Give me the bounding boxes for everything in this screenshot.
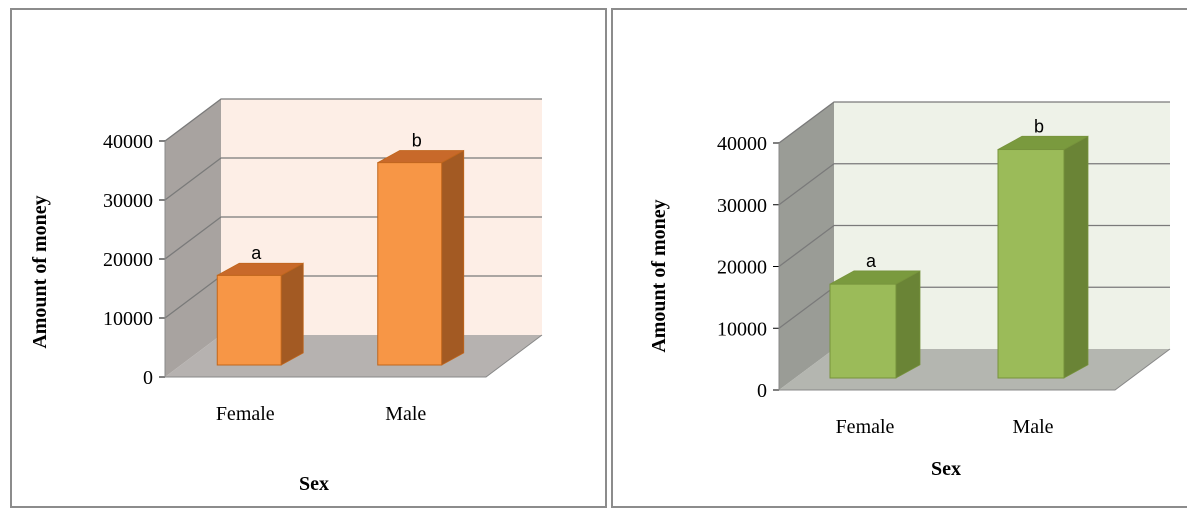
y-tick-label: 20000	[717, 257, 767, 279]
data-label: a	[251, 243, 262, 263]
data-label: b	[412, 131, 422, 151]
y-tick-label: 10000	[717, 318, 767, 340]
floor-edge	[165, 334, 543, 378]
data-label: b	[1034, 116, 1044, 136]
data-label: a	[866, 251, 877, 271]
y-tick-label: 40000	[103, 131, 153, 153]
floor-edge	[779, 348, 1171, 391]
y-tick-label: 0	[143, 367, 153, 389]
x-category-label: Male	[385, 403, 426, 425]
x-axis-title: Sex	[931, 458, 961, 480]
x-category-label: Female	[836, 416, 895, 438]
bar-front-female	[216, 274, 282, 366]
bar-front-male	[997, 149, 1065, 379]
bar-front-male	[377, 162, 443, 366]
y-tick-label: 40000	[717, 133, 767, 155]
chart-panel-left: 0 10000 20000 30000 40000 a Female b Male Amount …	[10, 8, 607, 508]
chart-panel-right: 0 10000 20000 30000 40000 a Female b Male Amount …	[611, 8, 1187, 508]
y-tick-label: 30000	[717, 195, 767, 217]
bar-top-female	[217, 262, 304, 276]
chart-right: 0 10000 20000 30000 40000 a Female b Male Amount …	[648, 101, 1171, 480]
chart-left: 0 10000 20000 30000 40000 a Female b Male Amount …	[29, 98, 543, 495]
gridline	[778, 101, 1170, 144]
y-axis-title: Amount of money	[648, 199, 670, 352]
y-tick-label: 20000	[103, 249, 153, 271]
gridline	[164, 98, 542, 142]
x-category-label: Male	[1012, 416, 1053, 438]
bar-front-female	[829, 283, 897, 379]
bar-top-male	[377, 150, 464, 164]
x-category-label: Female	[216, 403, 275, 425]
x-axis-title: Sex	[299, 473, 329, 495]
y-axis-title: Amount of money	[29, 195, 51, 348]
bar-side-female	[895, 270, 921, 379]
y-tick-label: 30000	[103, 190, 153, 212]
y-tick-label: 10000	[103, 308, 153, 330]
bar-side-male	[1063, 135, 1089, 379]
bar-side-female	[280, 262, 304, 366]
bar-side-male	[441, 149, 465, 366]
bar-top-female	[829, 270, 921, 285]
bar-top-male	[997, 135, 1089, 150]
y-tick-label: 0	[757, 380, 767, 402]
